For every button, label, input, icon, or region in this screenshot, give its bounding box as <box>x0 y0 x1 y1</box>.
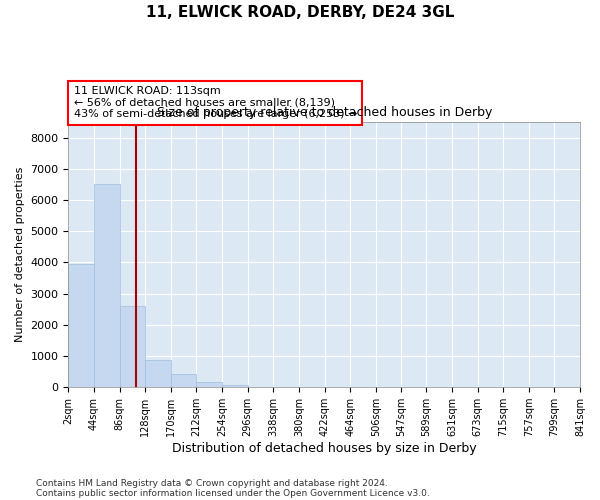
Text: 11, ELWICK ROAD, DERBY, DE24 3GL: 11, ELWICK ROAD, DERBY, DE24 3GL <box>146 5 454 20</box>
X-axis label: Distribution of detached houses by size in Derby: Distribution of detached houses by size … <box>172 442 476 455</box>
Text: 11 ELWICK ROAD: 113sqm
← 56% of detached houses are smaller (8,139)
43% of semi-: 11 ELWICK ROAD: 113sqm ← 56% of detached… <box>74 86 357 120</box>
Text: Contains HM Land Registry data © Crown copyright and database right 2024.: Contains HM Land Registry data © Crown c… <box>36 478 388 488</box>
Bar <box>68 264 94 387</box>
Bar <box>222 386 248 387</box>
Text: Contains public sector information licensed under the Open Government Licence v3: Contains public sector information licen… <box>36 488 430 498</box>
Bar <box>196 382 222 387</box>
Title: Size of property relative to detached houses in Derby: Size of property relative to detached ho… <box>157 106 492 120</box>
Y-axis label: Number of detached properties: Number of detached properties <box>15 167 25 342</box>
Bar <box>119 306 145 387</box>
Bar <box>94 184 119 387</box>
Bar <box>171 374 196 387</box>
Bar <box>145 360 171 387</box>
